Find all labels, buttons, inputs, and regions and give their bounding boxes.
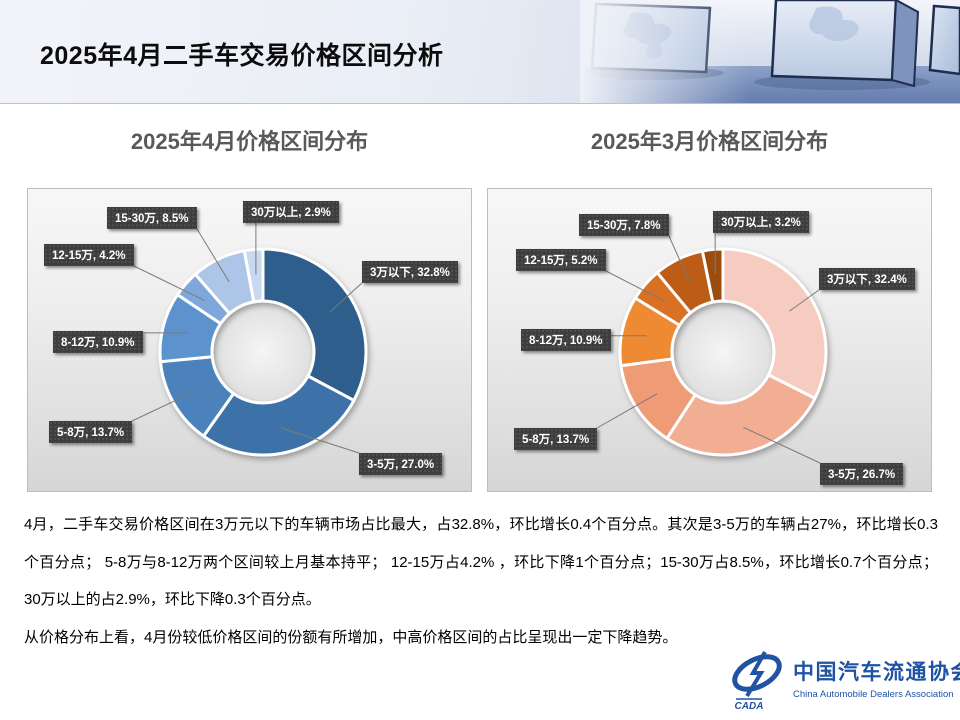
leader-line-1 xyxy=(280,427,360,454)
leader-line-4 xyxy=(133,265,205,301)
donut-chart-march xyxy=(596,233,828,464)
leader-line-1 xyxy=(743,426,821,464)
slice-label-4: 12-15万, 5.2% xyxy=(516,249,606,271)
donut-chart-april xyxy=(131,223,368,457)
cada-logo: CADA 中国汽车流通协会 China Automobile Dealers A… xyxy=(728,649,960,713)
summary-paragraph-1: 4月，二手车交易价格区间在3万元以下的车辆市场占比最大，占32.8%，环比增长0… xyxy=(24,516,938,608)
slice-label-3: 8-12万, 10.9% xyxy=(53,331,143,353)
slice-label-1: 3-5万, 27.0% xyxy=(359,453,443,475)
donut-hole xyxy=(672,301,774,403)
donut-slice-6 xyxy=(700,247,725,304)
summary-paragraph-2: 从价格分布上看，4月份较低价格区间的份额有所增加，中高价格区间的占比呈现出一定下… xyxy=(24,628,678,646)
donut-slice-1 xyxy=(202,374,356,457)
leader-line-2 xyxy=(131,390,196,422)
leader-line-0 xyxy=(329,282,363,313)
summary-text: 4月，二手车交易价格区间在3万元以下的车辆市场占比最大，占32.8%，环比增长0… xyxy=(24,506,938,656)
logo-name-cn: 中国汽车流通协会 xyxy=(793,660,960,684)
leader-line-5 xyxy=(668,235,690,282)
slice-label-6: 30万以上, 2.9% xyxy=(243,201,339,223)
slice-label-3: 8-12万, 10.9% xyxy=(521,329,611,351)
slice-label-1: 3-5万, 26.7% xyxy=(820,463,904,485)
logo-name-en: China Automobile Dealers Association xyxy=(793,689,954,700)
donut-slice-0 xyxy=(721,247,828,400)
leader-line-0 xyxy=(789,289,820,312)
leader-line-2 xyxy=(596,393,658,429)
slice-label-4: 12-15万, 4.2% xyxy=(44,244,134,266)
slice-label-0: 3万以下, 32.4% xyxy=(819,268,915,290)
slice-label-5: 15-30万, 7.8% xyxy=(579,214,669,236)
page-title: 2025年4月二手车交易价格区间分析 xyxy=(40,42,444,70)
cada-emblem-icon: CADA xyxy=(732,651,782,712)
leader-line-5 xyxy=(196,228,230,282)
chart-title-april: 2025年4月价格区间分布 xyxy=(130,129,369,154)
chart-title-march: 2025年3月价格区间分布 xyxy=(590,129,829,154)
chart-panel-march: 3万以下, 32.4% 3-5万, 26.7% 5-8万, 13.7% 8-12万, … xyxy=(487,188,932,492)
cada-emblem-text: CADA xyxy=(735,701,764,712)
donut-slice-1 xyxy=(665,373,817,457)
leader-line-4 xyxy=(605,270,665,302)
slice-label-2: 5-8万, 13.7% xyxy=(514,428,598,450)
donut-hole xyxy=(212,301,314,403)
banner-cubes-decoration xyxy=(580,0,960,103)
slice-label-5: 15-30万, 8.5% xyxy=(107,207,197,229)
slice-label-0: 3万以下, 32.8% xyxy=(362,261,458,283)
donut-slice-6 xyxy=(242,247,265,304)
donut-slice-0 xyxy=(261,247,368,402)
logo-text: 中国汽车流通协会 China Automobile Dealers Associ… xyxy=(793,649,960,700)
chart-panel-april: 3万以下, 32.8% 3-5万, 27.0% 5-8万, 13.7% 8-12万, … xyxy=(27,188,472,492)
header-banner: 2025年4月二手车交易价格区间分析 xyxy=(0,0,960,104)
slice-label-6: 30万以上, 3.2% xyxy=(713,211,809,233)
slice-label-2: 5-8万, 13.7% xyxy=(49,421,133,443)
